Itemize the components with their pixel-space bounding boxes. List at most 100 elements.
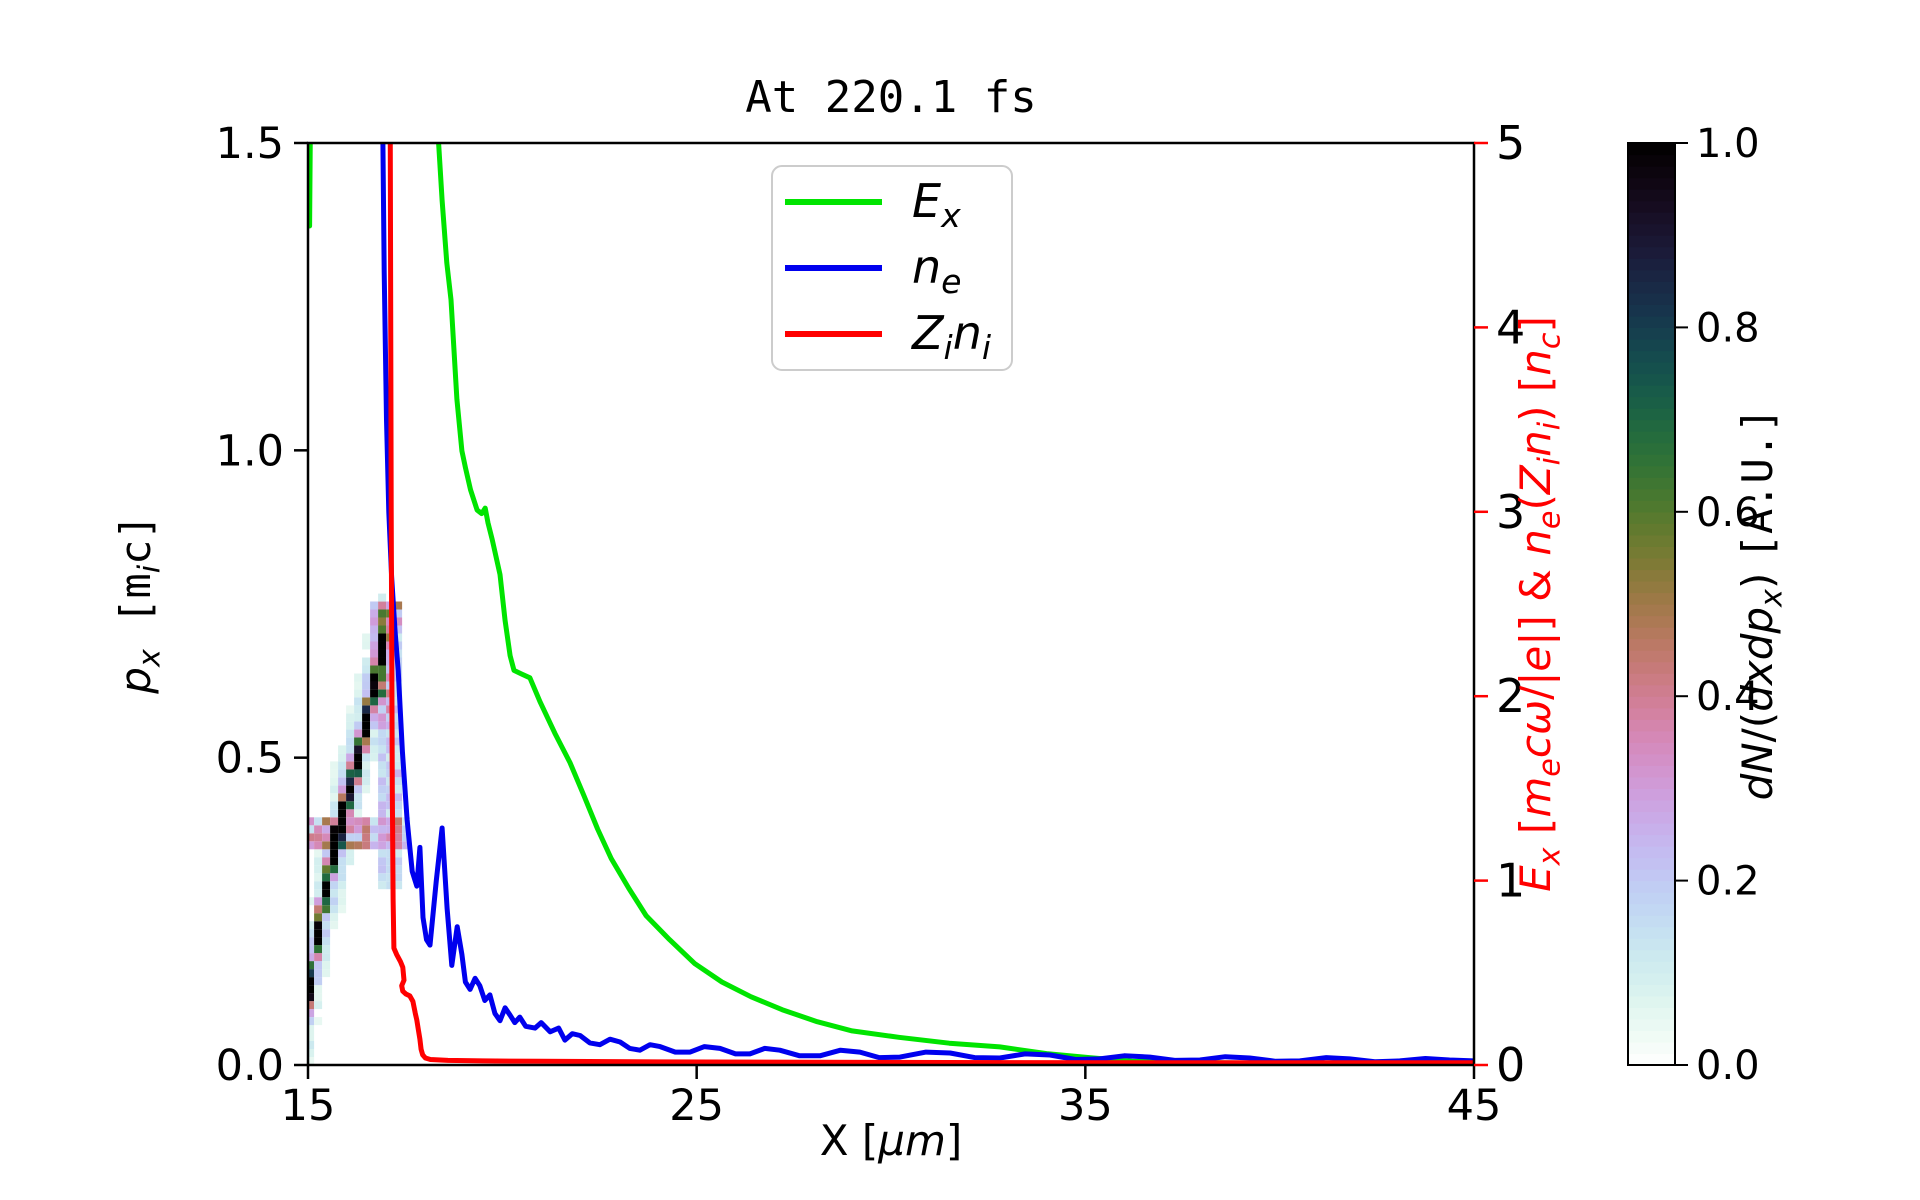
heatmap-cell xyxy=(338,785,347,794)
colorbar-strip xyxy=(1628,338,1675,352)
heatmap-cell xyxy=(394,737,403,746)
heatmap-cell xyxy=(338,769,347,778)
heatmap-cell xyxy=(378,697,387,706)
colorbar-strip xyxy=(1628,880,1675,893)
colorbar-strip xyxy=(1628,292,1675,305)
colorbar-strip xyxy=(1628,661,1675,674)
heatmap-cell xyxy=(354,769,363,778)
heatmap-cell xyxy=(322,817,331,826)
heatmap-cell xyxy=(370,641,379,650)
colorbar-strip xyxy=(1628,810,1675,824)
colorbar-strip xyxy=(1628,257,1675,271)
heatmap-cell xyxy=(378,609,387,618)
heatmap-cell xyxy=(314,865,323,874)
heatmap-cell xyxy=(378,745,387,754)
heatmap-cell xyxy=(322,841,331,850)
heatmap-cell xyxy=(402,841,411,850)
heatmap-cell xyxy=(322,889,331,898)
heatmap-cell xyxy=(314,873,323,882)
heatmap-cell xyxy=(386,833,395,842)
heatmap-cell xyxy=(346,705,355,714)
colorbar-strip xyxy=(1628,684,1675,697)
colorbar-strip xyxy=(1628,522,1675,536)
heatmap-cell xyxy=(338,905,347,914)
colorbar-strip xyxy=(1628,1041,1675,1055)
heatmap-cell xyxy=(308,1057,315,1065)
heatmap-cell xyxy=(314,921,323,930)
heatmap-cell xyxy=(338,889,347,898)
heatmap-cell xyxy=(394,601,403,610)
colorbar-strip xyxy=(1628,465,1675,478)
heatmap-cell xyxy=(362,705,371,714)
heatmap-cell xyxy=(378,601,387,610)
heatmap-cell xyxy=(362,689,371,698)
heatmap-cell xyxy=(354,713,363,722)
heatmap-cell xyxy=(378,801,387,810)
ex-curve xyxy=(308,143,313,229)
heatmap-cell xyxy=(354,753,363,762)
heatmap-cell xyxy=(338,809,347,818)
heatmap-cell xyxy=(314,961,323,970)
colorbar-strip xyxy=(1628,223,1675,236)
heatmap-cell xyxy=(378,833,387,842)
heatmap-cell xyxy=(394,785,403,794)
heatmap-cell xyxy=(378,641,387,650)
y-right-tick-label: 0 xyxy=(1496,1038,1525,1092)
heatmap-cell xyxy=(314,985,323,994)
colorbar-strip xyxy=(1628,776,1675,789)
heatmap-cell xyxy=(394,753,403,762)
colorbar-strip xyxy=(1628,488,1675,501)
heatmap-cell xyxy=(394,841,403,850)
heatmap-cell xyxy=(362,769,371,778)
heatmap-cell xyxy=(314,833,323,842)
heatmap-cell xyxy=(322,873,331,882)
colorbar-strip xyxy=(1628,511,1675,524)
colorbar-strip xyxy=(1628,833,1675,847)
colorbar-tick-label: 0.0 xyxy=(1696,1043,1760,1089)
heatmap-cell xyxy=(346,833,355,842)
heatmap-cell xyxy=(394,825,403,834)
heatmap-cell xyxy=(394,777,403,786)
colorbar-strip xyxy=(1628,1018,1675,1032)
heatmap-cell xyxy=(338,881,347,890)
colorbar-tick-label: 0.8 xyxy=(1696,305,1760,351)
heatmap-cell xyxy=(386,865,395,874)
colorbar-strip xyxy=(1628,453,1675,467)
heatmap-cell xyxy=(308,1041,315,1049)
heatmap-cell xyxy=(314,969,323,978)
heatmap-cell xyxy=(322,937,331,946)
legend-label-ex: Ex xyxy=(912,174,961,235)
heatmap-cell xyxy=(314,953,323,962)
colorbar-strip xyxy=(1628,476,1675,490)
heatmap-cell xyxy=(370,737,379,746)
heatmap-cell xyxy=(378,665,387,674)
heatmap-cell xyxy=(330,857,339,866)
heatmap-cell xyxy=(354,705,363,714)
heatmap-cell xyxy=(378,857,387,866)
heatmap-cell xyxy=(370,689,379,698)
heatmap-cell xyxy=(314,849,323,858)
heatmap-cell xyxy=(346,785,355,794)
colorbar-strip xyxy=(1628,200,1675,213)
heatmap-cell xyxy=(308,993,315,1002)
x-axis-label: X [μm] xyxy=(820,1116,963,1165)
y-left-tick-label: 0.0 xyxy=(216,1041,284,1091)
y-right-axis-label: Ex [mecω/|e|] & ne(Zini) [nc] xyxy=(1511,316,1567,892)
colorbar-strip xyxy=(1628,442,1675,455)
heatmap-cell xyxy=(362,841,371,850)
heatmap-cell xyxy=(370,713,379,722)
colorbar-strip xyxy=(1628,211,1675,225)
heatmap-cell xyxy=(394,769,403,778)
heatmap-cell xyxy=(322,929,331,938)
heatmap-cell xyxy=(370,657,379,666)
heatmap-cell xyxy=(322,921,331,930)
heatmap-cell xyxy=(378,865,387,874)
colorbar-strip xyxy=(1628,176,1675,190)
colorbar-strip xyxy=(1628,626,1675,640)
heatmap-cell xyxy=(314,937,323,946)
heatmap-cell xyxy=(386,857,395,866)
heatmap-cell xyxy=(308,1017,315,1026)
colorbar-strip xyxy=(1628,315,1675,328)
heatmap-cell xyxy=(370,681,379,690)
heatmap-cell xyxy=(338,761,347,770)
